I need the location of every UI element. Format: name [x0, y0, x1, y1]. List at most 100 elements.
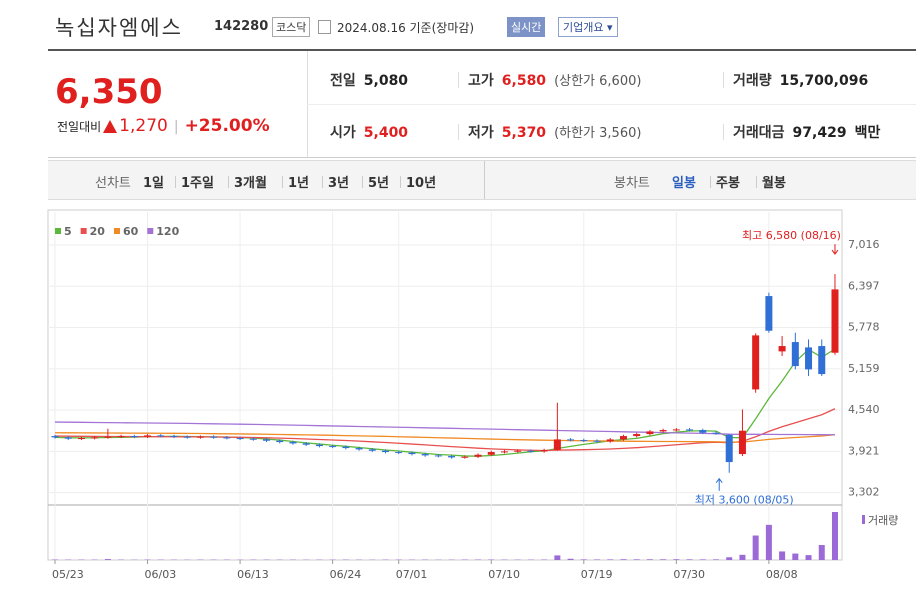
- quote-cell: 저가 5,370 (하한가 3,560): [468, 122, 641, 142]
- tab-label: 선차트: [95, 176, 131, 191]
- candle-body: [778, 346, 786, 352]
- candle-body: [130, 436, 138, 438]
- candle-body: [210, 436, 218, 438]
- quote-label: 전일: [330, 73, 356, 89]
- candle-body: [791, 342, 799, 367]
- quote-value: 5,370: [501, 125, 547, 141]
- candle-body: [289, 442, 297, 444]
- period-tab[interactable]: 3개월: [234, 176, 267, 191]
- x-tick-label: 06/03: [145, 568, 177, 581]
- legend-swatch: [147, 228, 154, 234]
- change: 전일대비 1,270 | +25.00%: [57, 116, 270, 136]
- volume-bar: [752, 535, 759, 560]
- moving-average: [54, 408, 836, 452]
- legend-label: 20: [90, 225, 106, 238]
- legend-label: 120: [156, 225, 179, 238]
- legend-label: 5: [64, 225, 72, 238]
- plot-frame: [47, 209, 843, 561]
- period-tab[interactable]: 10년: [406, 176, 437, 191]
- tab-separator: [362, 176, 363, 188]
- candle-body: [302, 443, 310, 445]
- low-annotation: 최저 3,600 (08/05): [695, 494, 794, 507]
- candle-tab[interactable]: 주봉: [716, 176, 740, 191]
- moving-average: [54, 421, 835, 436]
- y-tick-label: 3,921: [848, 444, 880, 457]
- quote-note: (하한가 3,560): [554, 126, 642, 141]
- candle-body: [712, 432, 720, 434]
- company-info-dropdown[interactable]: 기업개요 ▾: [558, 17, 618, 37]
- candle-body: [117, 436, 125, 438]
- candle-body: [567, 439, 575, 441]
- chart-tabs: 선차트 1일 1주일 3개월 1년 3년 5년 10년 봉차트 일봉 주봉 월봉: [48, 160, 916, 200]
- candle-body: [474, 454, 482, 457]
- candle-tab[interactable]: 일봉: [672, 176, 696, 191]
- candle-body: [104, 436, 112, 438]
- realtime-button[interactable]: 실시간: [507, 17, 546, 37]
- candle-body: [553, 439, 561, 451]
- candle-body: [368, 449, 376, 451]
- candle-body: [77, 438, 85, 440]
- base-date: 2024.08.16 기준(장마감): [337, 21, 475, 35]
- up-triangle: [103, 119, 118, 133]
- volume-bar: [831, 512, 838, 560]
- candle-body: [752, 335, 760, 390]
- volume-bar: [673, 559, 680, 560]
- quote-label: 저가: [468, 125, 494, 141]
- x-tick-label: 07/10: [488, 568, 520, 581]
- candle-body: [196, 436, 204, 438]
- stock-name: 녹십자엠에스: [55, 16, 183, 40]
- x-tick-label: 07/01: [396, 568, 428, 581]
- tab-separator: [400, 176, 401, 188]
- quote-label: 거래대금: [733, 125, 785, 141]
- y-tick-label: 5,778: [848, 321, 880, 334]
- period-tab[interactable]: 5년: [368, 176, 390, 191]
- volume-bar: [765, 524, 772, 560]
- candle-body: [765, 296, 773, 331]
- volume-bar: [713, 559, 719, 560]
- period-tab[interactable]: 1일: [143, 176, 165, 191]
- candle-body: [183, 436, 191, 438]
- quote-label: 거래량: [733, 73, 772, 89]
- y-tick-label: 7,016: [848, 238, 880, 251]
- candle-body: [738, 430, 746, 455]
- candle-body: [514, 450, 522, 452]
- quote-cell: 거래량 15,700,096: [733, 70, 868, 90]
- volume-bar: [660, 559, 667, 560]
- high-annotation: 최고 6,580 (08/16): [742, 229, 841, 242]
- legend-swatch: [55, 228, 61, 234]
- candle-body: [382, 450, 389, 453]
- candle-body: [223, 437, 231, 439]
- dropdown-label: 기업개요: [563, 21, 604, 34]
- volume-bar: [633, 559, 640, 560]
- tab-divider: [484, 161, 485, 199]
- volume-bar: [580, 559, 587, 560]
- quote-note: (상한가 6,600): [554, 74, 642, 89]
- period-tab[interactable]: 3년: [328, 176, 350, 191]
- tab-separator: [175, 176, 176, 188]
- candle-body: [487, 452, 495, 455]
- current-price: 6,350: [55, 72, 163, 112]
- column-divider: [723, 72, 724, 88]
- volume-legend: 거래량: [868, 514, 898, 527]
- candle-body: [725, 434, 733, 463]
- period-tab[interactable]: 1년: [288, 176, 310, 191]
- candle-body: [699, 430, 707, 433]
- volume-bar: [792, 553, 799, 560]
- volume-bar: [620, 559, 627, 560]
- volume-bar: [607, 559, 614, 560]
- x-tick-label: 06/24: [330, 568, 362, 581]
- quote-value: 97,429: [792, 125, 847, 141]
- volume-bar: [739, 554, 746, 560]
- legend-swatch: [113, 228, 120, 234]
- candle-tab[interactable]: 월봉: [762, 176, 786, 191]
- candle-body: [646, 431, 654, 435]
- change-amount: 1,270: [119, 116, 168, 136]
- high-arrow: [831, 244, 839, 255]
- period-tab[interactable]: 1주일: [181, 176, 214, 191]
- divider: [48, 49, 916, 51]
- candle-body: [329, 446, 337, 448]
- volume-bar: [805, 555, 812, 560]
- divider: [48, 157, 916, 158]
- stock-code: 142280: [214, 19, 269, 34]
